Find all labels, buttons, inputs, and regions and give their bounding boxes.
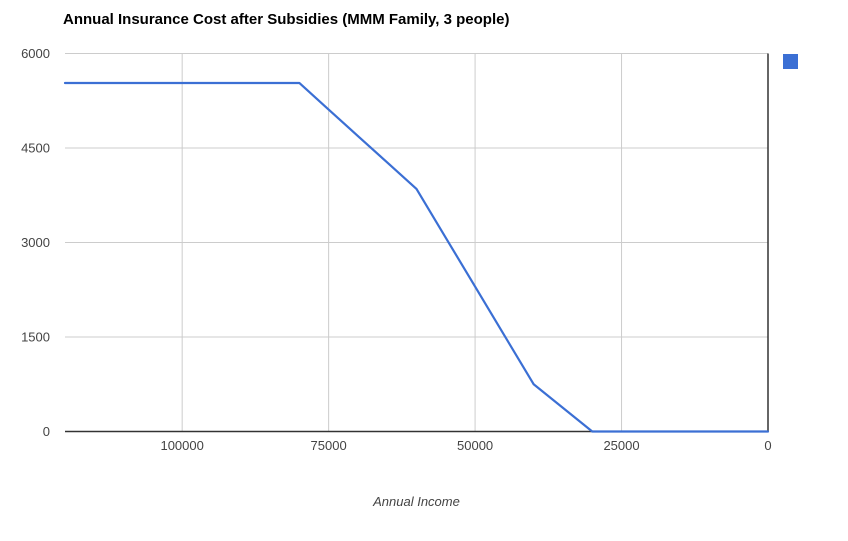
y-axis-tick-label: 4500 [21, 141, 50, 156]
chart-title: Annual Insurance Cost after Subsidies (M… [63, 11, 510, 28]
y-axis-tick-label: 1500 [21, 330, 50, 345]
x-axis-tick-label: 50000 [457, 438, 493, 453]
x-axis-tick-label: 0 [764, 438, 771, 453]
data-line [63, 81, 770, 433]
x-axis-tick-label: 100000 [160, 438, 203, 453]
legend-marker [783, 54, 798, 69]
x-axis-tick-label: 25000 [603, 438, 639, 453]
y-axis-tick-label: 3000 [21, 235, 50, 250]
y-axis-tick-label: 0 [43, 424, 50, 439]
x-axis-tick-label: 75000 [311, 438, 347, 453]
x-axis-title: Annual Income [373, 494, 460, 509]
y-axis-tick-label: 6000 [21, 46, 50, 61]
